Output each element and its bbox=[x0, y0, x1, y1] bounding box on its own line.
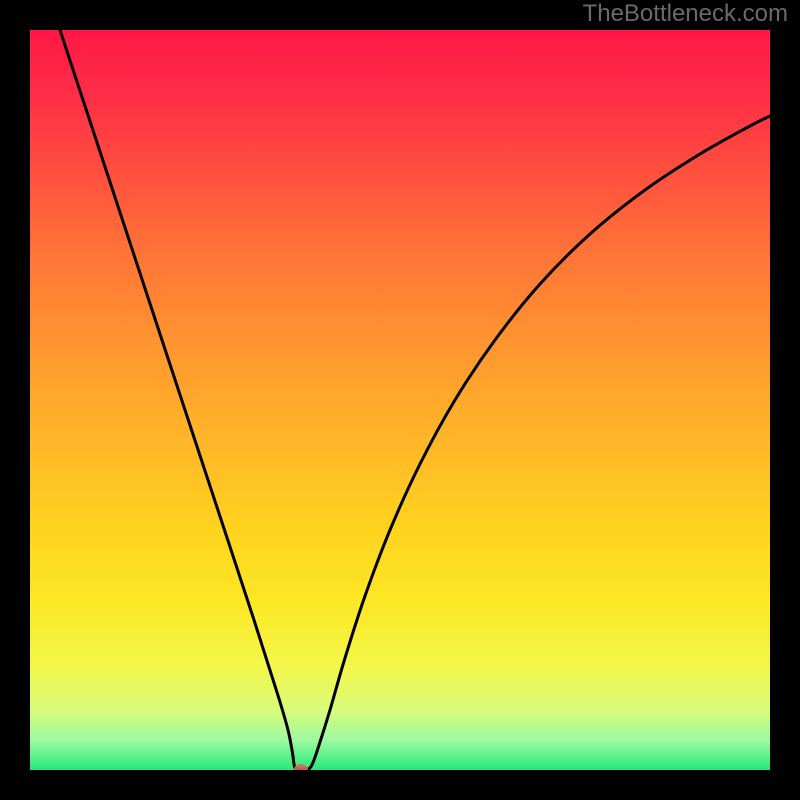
watermark-text: TheBottleneck.com bbox=[583, 0, 788, 28]
chart-plot-background bbox=[30, 30, 770, 770]
bottleneck-chart bbox=[0, 0, 800, 800]
chart-container: TheBottleneck.com bbox=[0, 0, 800, 800]
